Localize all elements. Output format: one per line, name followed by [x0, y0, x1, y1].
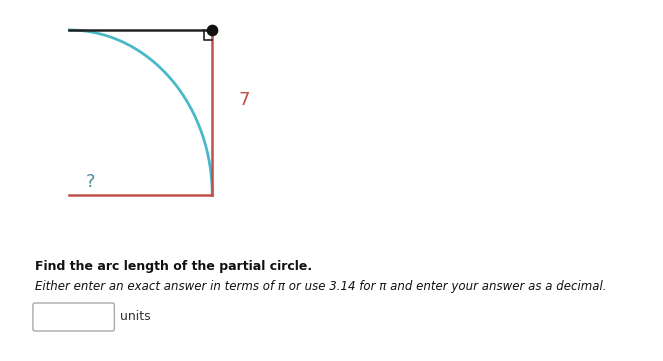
Text: Either enter an exact answer in terms of π or use 3.14 for π and enter your answ: Either enter an exact answer in terms of…	[34, 280, 606, 293]
Text: Find the arc length of the partial circle.: Find the arc length of the partial circl…	[34, 260, 312, 273]
Text: ?: ?	[86, 173, 95, 191]
Text: units: units	[119, 310, 150, 323]
Text: 7: 7	[238, 91, 250, 109]
FancyBboxPatch shape	[33, 303, 114, 331]
Point	[207, 27, 217, 33]
